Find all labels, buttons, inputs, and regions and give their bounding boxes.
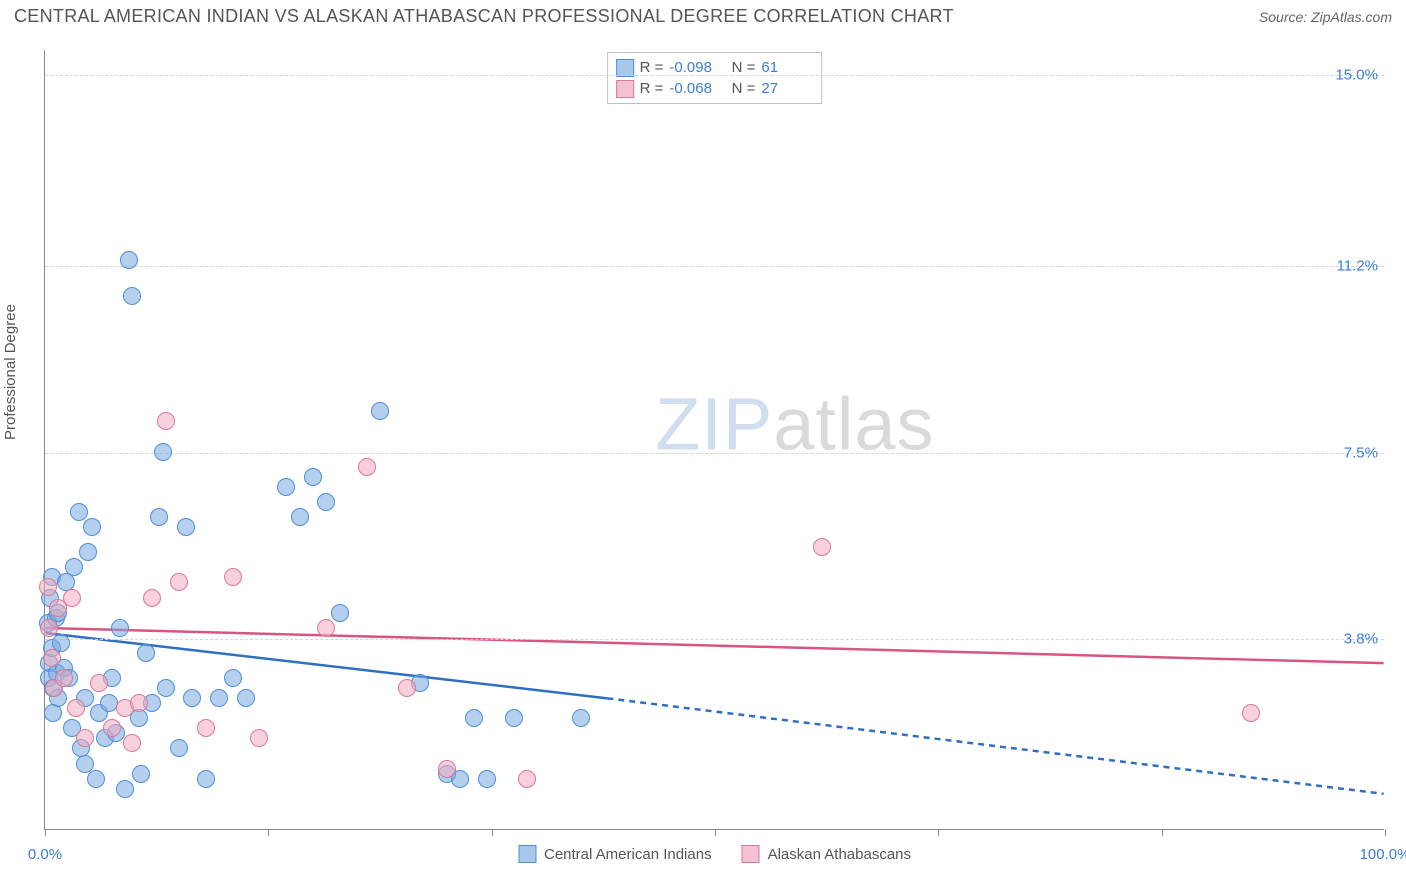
scatter-marker (157, 679, 175, 697)
legend-swatch (742, 845, 760, 863)
scatter-marker (67, 699, 85, 717)
scatter-marker (170, 739, 188, 757)
watermark: ZIPatlas (655, 381, 934, 466)
scatter-marker (70, 503, 88, 521)
legend-swatch (616, 80, 634, 98)
scatter-marker (43, 649, 61, 667)
scatter-marker (90, 674, 108, 692)
trend-lines (45, 50, 1384, 829)
scatter-marker (317, 619, 335, 637)
x-tick (45, 829, 46, 836)
stat-n-label: N = (727, 78, 755, 99)
legend-item: Central American Indians (518, 845, 712, 863)
scatter-marker (813, 538, 831, 556)
y-tick-label: 7.5% (1344, 444, 1378, 461)
stats-legend-box: R =-0.098 N =61R =-0.068 N =27 (607, 52, 823, 104)
scatter-marker (79, 543, 97, 561)
scatter-marker (438, 760, 456, 778)
scatter-marker (1242, 704, 1260, 722)
gridline (45, 75, 1384, 76)
legend-label: Central American Indians (544, 846, 712, 863)
scatter-marker (237, 689, 255, 707)
x-tick (1385, 829, 1386, 836)
scatter-marker (465, 709, 483, 727)
scatter-marker (371, 402, 389, 420)
scatter-marker (143, 589, 161, 607)
scatter-marker (83, 518, 101, 536)
y-tick-label: 11.2% (1337, 258, 1378, 275)
x-tick (938, 829, 939, 836)
scatter-marker (132, 765, 150, 783)
header-bar: CENTRAL AMERICAN INDIAN VS ALASKAN ATHAB… (0, 0, 1406, 33)
stat-n-value: 27 (761, 78, 813, 99)
scatter-marker (150, 508, 168, 526)
scatter-marker (87, 770, 105, 788)
scatter-marker (40, 619, 58, 637)
scatter-marker (130, 694, 148, 712)
y-axis-label: Professional Degree (2, 304, 19, 440)
x-tick-label: 0.0% (28, 846, 62, 863)
y-tick-label: 15.0% (1335, 67, 1378, 84)
gridline (45, 639, 1384, 640)
scatter-marker (478, 770, 496, 788)
source-credit: Source: ZipAtlas.com (1259, 9, 1392, 25)
scatter-marker (197, 719, 215, 737)
plot-area: ZIPatlas R =-0.098 N =61R =-0.068 N =27 … (44, 50, 1384, 830)
scatter-marker (137, 644, 155, 662)
scatter-marker (210, 689, 228, 707)
scatter-marker (123, 734, 141, 752)
scatter-marker (291, 508, 309, 526)
x-tick (1162, 829, 1163, 836)
scatter-marker (103, 719, 121, 737)
scatter-marker (154, 443, 172, 461)
chart-title: CENTRAL AMERICAN INDIAN VS ALASKAN ATHAB… (14, 6, 954, 27)
y-tick-label: 3.8% (1344, 630, 1378, 647)
x-tick (268, 829, 269, 836)
scatter-marker (177, 518, 195, 536)
stats-row: R =-0.068 N = 27 (616, 78, 814, 99)
scatter-marker (317, 493, 335, 511)
legend-swatch (616, 59, 634, 77)
scatter-marker (39, 578, 57, 596)
x-tick (715, 829, 716, 836)
legend-item: Alaskan Athabascans (742, 845, 911, 863)
scatter-marker (518, 770, 536, 788)
scatter-marker (572, 709, 590, 727)
scatter-marker (277, 478, 295, 496)
x-tick-label: 100.0% (1360, 846, 1406, 863)
scatter-marker (358, 458, 376, 476)
scatter-marker (224, 568, 242, 586)
scatter-marker (398, 679, 416, 697)
scatter-marker (505, 709, 523, 727)
scatter-marker (76, 729, 94, 747)
legend-label: Alaskan Athabascans (768, 846, 911, 863)
bottom-legend: Central American Indians Alaskan Athabasc… (518, 845, 911, 863)
scatter-marker (157, 412, 175, 430)
scatter-marker (116, 780, 134, 798)
gridline (45, 266, 1384, 267)
scatter-marker (55, 669, 73, 687)
scatter-marker (63, 589, 81, 607)
scatter-marker (65, 558, 83, 576)
gridline (45, 453, 1384, 454)
scatter-marker (120, 251, 138, 269)
stat-r-value: -0.068 (669, 78, 721, 99)
stat-r-label: R = (640, 78, 664, 99)
scatter-marker (224, 669, 242, 687)
scatter-marker (123, 287, 141, 305)
scatter-marker (183, 689, 201, 707)
scatter-marker (170, 573, 188, 591)
scatter-marker (197, 770, 215, 788)
legend-swatch (518, 845, 536, 863)
x-tick (492, 829, 493, 836)
scatter-marker (304, 468, 322, 486)
scatter-marker (250, 729, 268, 747)
scatter-marker (111, 619, 129, 637)
scatter-marker (331, 604, 349, 622)
